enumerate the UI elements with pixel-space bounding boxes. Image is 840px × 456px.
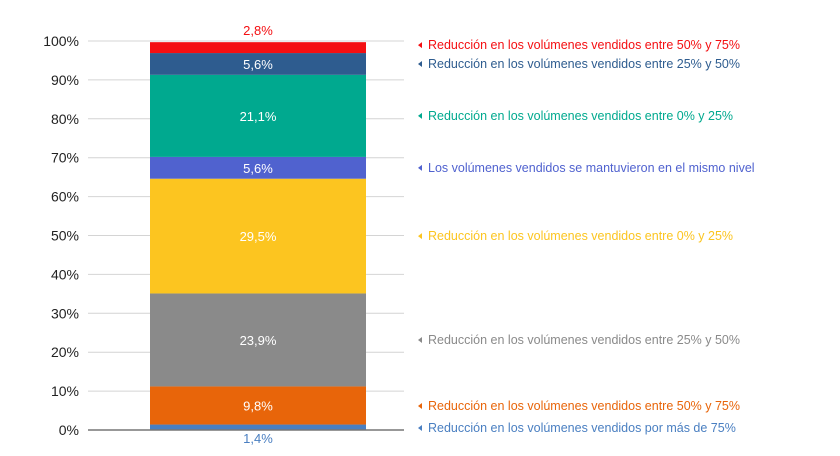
- y-tick-label: 50%: [51, 228, 79, 244]
- legend-item: Reducción en los volúmenes vendidos entr…: [418, 38, 740, 52]
- y-tick-label: 0%: [59, 422, 79, 438]
- y-tick-label: 30%: [51, 305, 79, 321]
- legend-marker-icon: [418, 60, 422, 67]
- legend-label: Los volúmenes vendidos se mantuvieron en…: [428, 161, 755, 175]
- legend-item: Reducción en los volúmenes vendidos entr…: [418, 57, 740, 71]
- y-tick-label: 70%: [51, 150, 79, 166]
- legend-marker-icon: [418, 403, 422, 409]
- y-axis-ticks: 0% 10% 20% 30% 40% 50% 60% 70% 80% 90% 100%: [43, 33, 79, 438]
- data-label: 5,6%: [243, 161, 273, 176]
- bar-segment: [150, 178, 366, 294]
- legend-label: Reducción en los volúmenes vendidos entr…: [428, 109, 733, 123]
- y-tick-label: 80%: [51, 111, 79, 127]
- legend-marker-icon: [418, 112, 422, 119]
- y-tick-label: 40%: [51, 266, 79, 282]
- segment-labels: 1,4% 9,8% 23,9% 29,5% 5,6% 21,1% 5,6% 2,8%: [240, 23, 277, 446]
- legend-item: Reducción en los volúmenes vendidos entr…: [418, 333, 740, 347]
- bar-segment: [150, 42, 366, 54]
- data-label: 2,8%: [243, 23, 273, 38]
- bar-segment: [150, 74, 366, 157]
- data-label: 9,8%: [243, 398, 273, 413]
- y-tick-label: 100%: [43, 33, 79, 49]
- y-tick-label: 10%: [51, 383, 79, 399]
- bar-segment: [150, 386, 366, 425]
- data-label: 5,6%: [243, 57, 273, 72]
- legend-item: Reducción en los volúmenes vendidos entr…: [418, 229, 733, 243]
- data-label: 21,1%: [240, 109, 277, 124]
- legend-marker-icon: [418, 425, 422, 431]
- bar-segment: [150, 293, 366, 387]
- legend-label: Reducción en los volúmenes vendidos entr…: [428, 399, 740, 413]
- legend-item: Los volúmenes vendidos se mantuvieron en…: [418, 161, 755, 175]
- legend-label: Reducción en los volúmenes vendidos entr…: [428, 229, 733, 243]
- legend: Reducción en los volúmenes vendidos por …: [418, 38, 755, 435]
- legend-marker-icon: [418, 336, 422, 343]
- legend-item: Reducción en los volúmenes vendidos entr…: [418, 399, 740, 413]
- legend-item: Reducción en los volúmenes vendidos entr…: [418, 109, 733, 123]
- y-tick-label: 60%: [51, 189, 79, 205]
- data-label: 29,5%: [240, 229, 277, 244]
- legend-item: Reducción en los volúmenes vendidos por …: [418, 421, 736, 435]
- bar-segment: [150, 424, 366, 430]
- legend-label: Reducción en los volúmenes vendidos entr…: [428, 38, 740, 52]
- bar-segment: [150, 156, 366, 179]
- data-label: 23,9%: [240, 333, 277, 348]
- y-tick-label: 20%: [51, 344, 79, 360]
- legend-marker-icon: [418, 42, 422, 49]
- bar-segment: [150, 53, 366, 75]
- legend-marker-icon: [418, 164, 422, 171]
- legend-label: Reducción en los volúmenes vendidos por …: [428, 421, 736, 435]
- y-tick-label: 90%: [51, 72, 79, 88]
- data-label: 1,4%: [243, 431, 273, 446]
- legend-label: Reducción en los volúmenes vendidos entr…: [428, 57, 740, 71]
- legend-label: Reducción en los volúmenes vendidos entr…: [428, 333, 740, 347]
- legend-marker-icon: [418, 233, 422, 240]
- bar-segments: [150, 42, 366, 430]
